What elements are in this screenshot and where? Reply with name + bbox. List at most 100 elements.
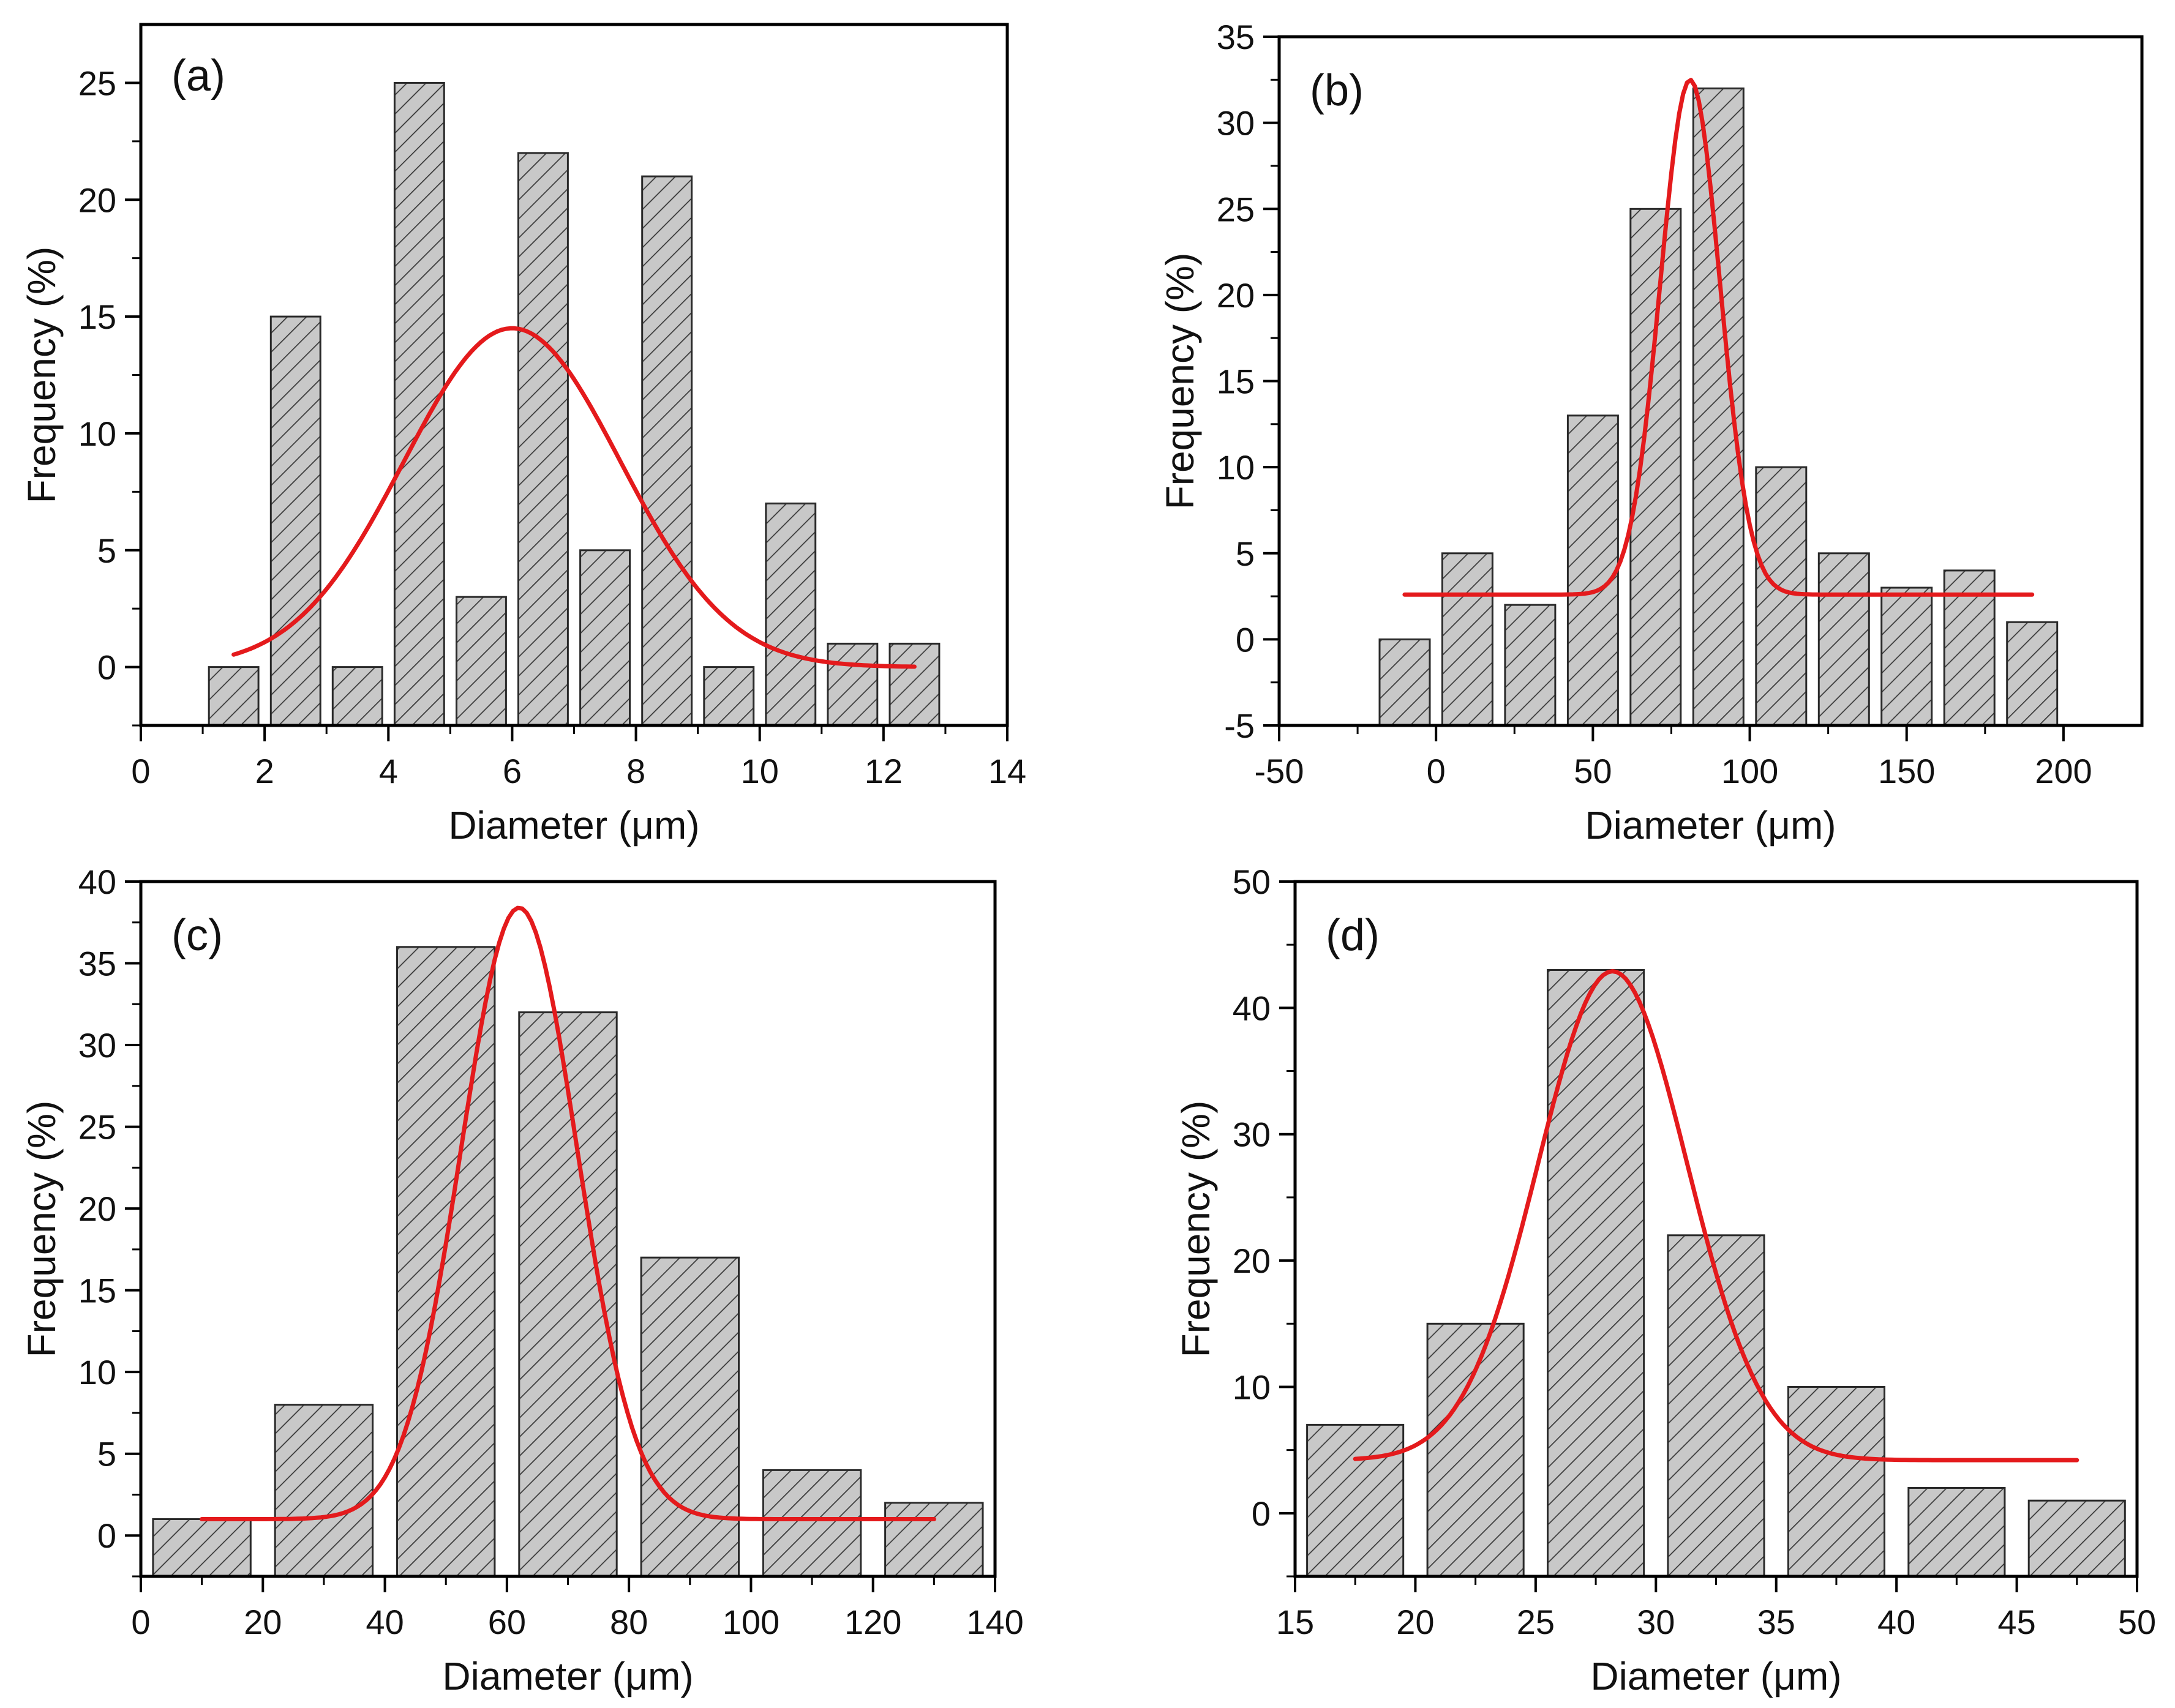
x-tick-label-b-4: 150 xyxy=(1878,752,1935,790)
y-tick-label-a-1: 5 xyxy=(97,531,116,570)
y-tick-label-c-6: 30 xyxy=(78,1026,116,1065)
y-tick-label-b-4: 15 xyxy=(1217,362,1255,401)
bar-b-11 xyxy=(2006,621,2059,727)
x-axis-title-a: Diameter (μm) xyxy=(448,803,699,847)
bar-b-8 xyxy=(1817,552,1870,727)
bar-b-7 xyxy=(1755,466,1808,727)
y-tick-label-b-1: 0 xyxy=(1236,620,1255,659)
y-tick-label-a-5: 25 xyxy=(78,64,116,102)
x-tick-label-d-0: 15 xyxy=(1276,1603,1314,1641)
bar-a-7 xyxy=(579,549,631,727)
y-tick-label-c-3: 15 xyxy=(78,1272,116,1310)
bar-a-5 xyxy=(456,596,507,727)
x-tick-label-a-4: 8 xyxy=(626,752,645,790)
y-tick-label-b-7: 30 xyxy=(1217,104,1255,143)
y-tick-label-b-8: 35 xyxy=(1217,18,1255,56)
y-tick-label-b-6: 25 xyxy=(1217,190,1255,228)
x-tick-label-a-3: 6 xyxy=(503,752,522,790)
bar-c-7 xyxy=(884,1502,984,1578)
fit-curve-b xyxy=(1402,78,2035,597)
bar-b-5 xyxy=(1629,208,1682,727)
bar-c-6 xyxy=(762,1469,862,1578)
x-tick-label-a-0: 0 xyxy=(131,752,150,790)
bar-d-7 xyxy=(2027,1499,2126,1578)
x-axis-title-c: Diameter (μm) xyxy=(442,1654,693,1698)
x-tick-label-b-0: -50 xyxy=(1255,752,1304,790)
y-tick-label-c-5: 25 xyxy=(78,1108,116,1147)
x-tick-label-c-5: 100 xyxy=(723,1603,779,1641)
fit-curve-a xyxy=(231,326,917,669)
y-axis-title-d: Frequency (%) xyxy=(1174,1101,1218,1358)
x-tick-label-d-5: 40 xyxy=(1877,1603,1915,1641)
x-tick-label-c-3: 60 xyxy=(488,1603,526,1641)
bar-d-6 xyxy=(1907,1487,2006,1578)
bar-a-6 xyxy=(517,152,569,727)
y-tick-label-b-5: 20 xyxy=(1217,276,1255,315)
x-tick-label-a-1: 2 xyxy=(255,752,274,790)
y-tick-label-d-0: 0 xyxy=(1252,1494,1271,1533)
x-axis-title-d: Diameter (μm) xyxy=(1590,1654,1841,1698)
x-tick-label-a-7: 14 xyxy=(988,752,1026,790)
bar-b-6 xyxy=(1692,87,1745,727)
fit-curve-d xyxy=(1353,969,2079,1463)
x-tick-label-d-3: 30 xyxy=(1637,1603,1675,1641)
x-tick-label-c-4: 80 xyxy=(610,1603,648,1641)
x-tick-label-d-2: 25 xyxy=(1517,1603,1555,1641)
panel-label-c: (c) xyxy=(171,911,223,960)
bar-d-5 xyxy=(1787,1386,1886,1578)
x-tick-label-d-1: 20 xyxy=(1396,1603,1434,1641)
bar-b-9 xyxy=(1880,586,1933,727)
y-tick-label-d-5: 50 xyxy=(1233,863,1271,901)
bar-a-10 xyxy=(765,502,817,727)
bar-a-9 xyxy=(703,666,755,727)
x-tick-label-a-2: 4 xyxy=(379,752,398,790)
bar-a-2 xyxy=(269,315,321,727)
y-tick-label-c-1: 5 xyxy=(97,1435,116,1474)
bar-a-11 xyxy=(827,642,879,727)
x-tick-label-d-6: 45 xyxy=(1997,1603,2035,1641)
y-tick-label-a-2: 10 xyxy=(78,414,116,453)
y-tick-label-c-2: 10 xyxy=(78,1353,116,1391)
bar-c-2 xyxy=(274,1404,374,1578)
y-tick-label-c-7: 35 xyxy=(78,945,116,983)
y-tick-label-d-4: 40 xyxy=(1233,989,1271,1027)
x-tick-label-d-7: 50 xyxy=(2118,1603,2156,1641)
panel-d: 15 20 25 30 35 40 45 50 0 10 20 30 40 50 (d) Diamete… xyxy=(1174,863,2156,1698)
bar-d-4 xyxy=(1667,1234,1765,1578)
x-tick-label-b-2: 50 xyxy=(1574,752,1612,790)
bar-a-8 xyxy=(641,175,693,727)
y-tick-label-b-3: 10 xyxy=(1217,448,1255,487)
x-axis-title-b: Diameter (μm) xyxy=(1585,803,1836,847)
bar-c-5 xyxy=(640,1256,740,1578)
y-tick-label-a-0: 0 xyxy=(97,648,116,687)
y-tick-label-c-0: 0 xyxy=(97,1516,116,1555)
bar-c-1 xyxy=(152,1518,252,1578)
bar-b-2 xyxy=(1441,552,1493,727)
x-tick-label-c-7: 140 xyxy=(966,1603,1023,1641)
panel-label-a: (a) xyxy=(171,51,225,100)
x-tick-label-a-5: 10 xyxy=(741,752,779,790)
x-tick-label-b-3: 100 xyxy=(1721,752,1778,790)
y-tick-label-c-4: 20 xyxy=(78,1189,116,1228)
y-tick-label-d-1: 10 xyxy=(1233,1368,1271,1406)
y-tick-label-d-2: 20 xyxy=(1233,1242,1271,1280)
y-axis-title-b: Frequency (%) xyxy=(1158,253,1202,510)
panel-a: 0 2 4 6 8 10 12 14 0 5 10 15 20 25 (a) Diameter (μm)… xyxy=(20,23,1026,847)
y-tick-label-b-2: 5 xyxy=(1236,534,1255,573)
y-tick-label-a-3: 15 xyxy=(78,298,116,336)
x-tick-label-b-5: 200 xyxy=(2035,752,2092,790)
bar-d-3 xyxy=(1547,969,1645,1578)
y-tick-label-a-4: 20 xyxy=(78,181,116,219)
x-tick-label-c-1: 20 xyxy=(244,1603,282,1641)
x-tick-label-d-4: 35 xyxy=(1757,1603,1795,1641)
bar-a-1 xyxy=(208,666,260,727)
panel-label-d: (d) xyxy=(1326,911,1380,960)
x-tick-label-c-6: 120 xyxy=(844,1603,901,1641)
y-tick-label-b-0: -5 xyxy=(1224,706,1255,745)
y-axis-title-c: Frequency (%) xyxy=(20,1101,64,1358)
bar-b-3 xyxy=(1504,604,1557,727)
panel-label-b: (b) xyxy=(1310,66,1364,115)
bar-d-2 xyxy=(1426,1322,1525,1578)
